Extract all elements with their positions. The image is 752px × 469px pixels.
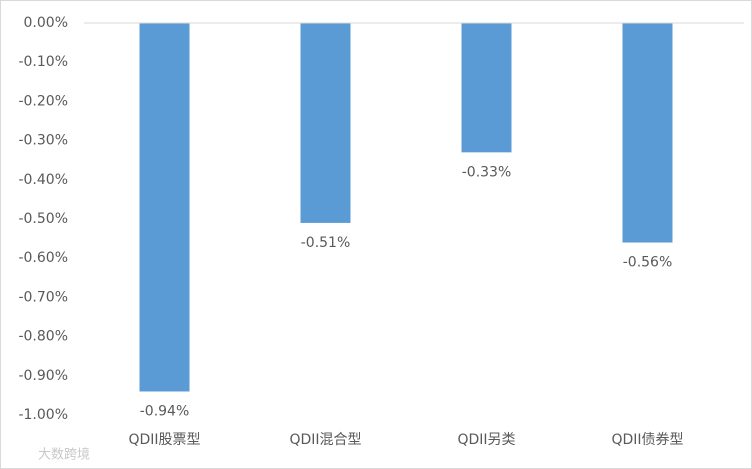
- bar: [139, 23, 190, 392]
- data-label: -0.51%: [301, 235, 351, 251]
- y-tick-label: 0.00%: [24, 15, 68, 31]
- y-tick-label: -0.80%: [18, 329, 68, 345]
- data-label: -0.33%: [462, 164, 512, 180]
- bar: [622, 23, 673, 243]
- x-tick-label: QDII股票型: [128, 432, 200, 448]
- y-tick-label: -0.60%: [18, 250, 68, 266]
- watermark: 大数跨境: [38, 448, 90, 463]
- x-tick-label: QDII混合型: [289, 432, 361, 448]
- y-tick-label: -0.90%: [18, 368, 68, 384]
- y-tick-label: -0.70%: [18, 289, 68, 305]
- bar: [461, 23, 512, 153]
- data-label: -0.94%: [140, 403, 190, 419]
- y-tick-label: -0.10%: [18, 54, 68, 70]
- x-tick-label: QDII债券型: [611, 432, 683, 448]
- y-tick-label: -0.50%: [18, 211, 68, 227]
- x-tick-label: QDII另类: [457, 432, 515, 448]
- y-tick-label: -1.00%: [18, 407, 68, 423]
- data-label: -0.56%: [623, 255, 673, 271]
- y-tick-label: -0.40%: [18, 172, 68, 188]
- y-tick-label: -0.30%: [18, 133, 68, 149]
- bar: [300, 23, 351, 223]
- y-tick-label: -0.20%: [18, 93, 68, 109]
